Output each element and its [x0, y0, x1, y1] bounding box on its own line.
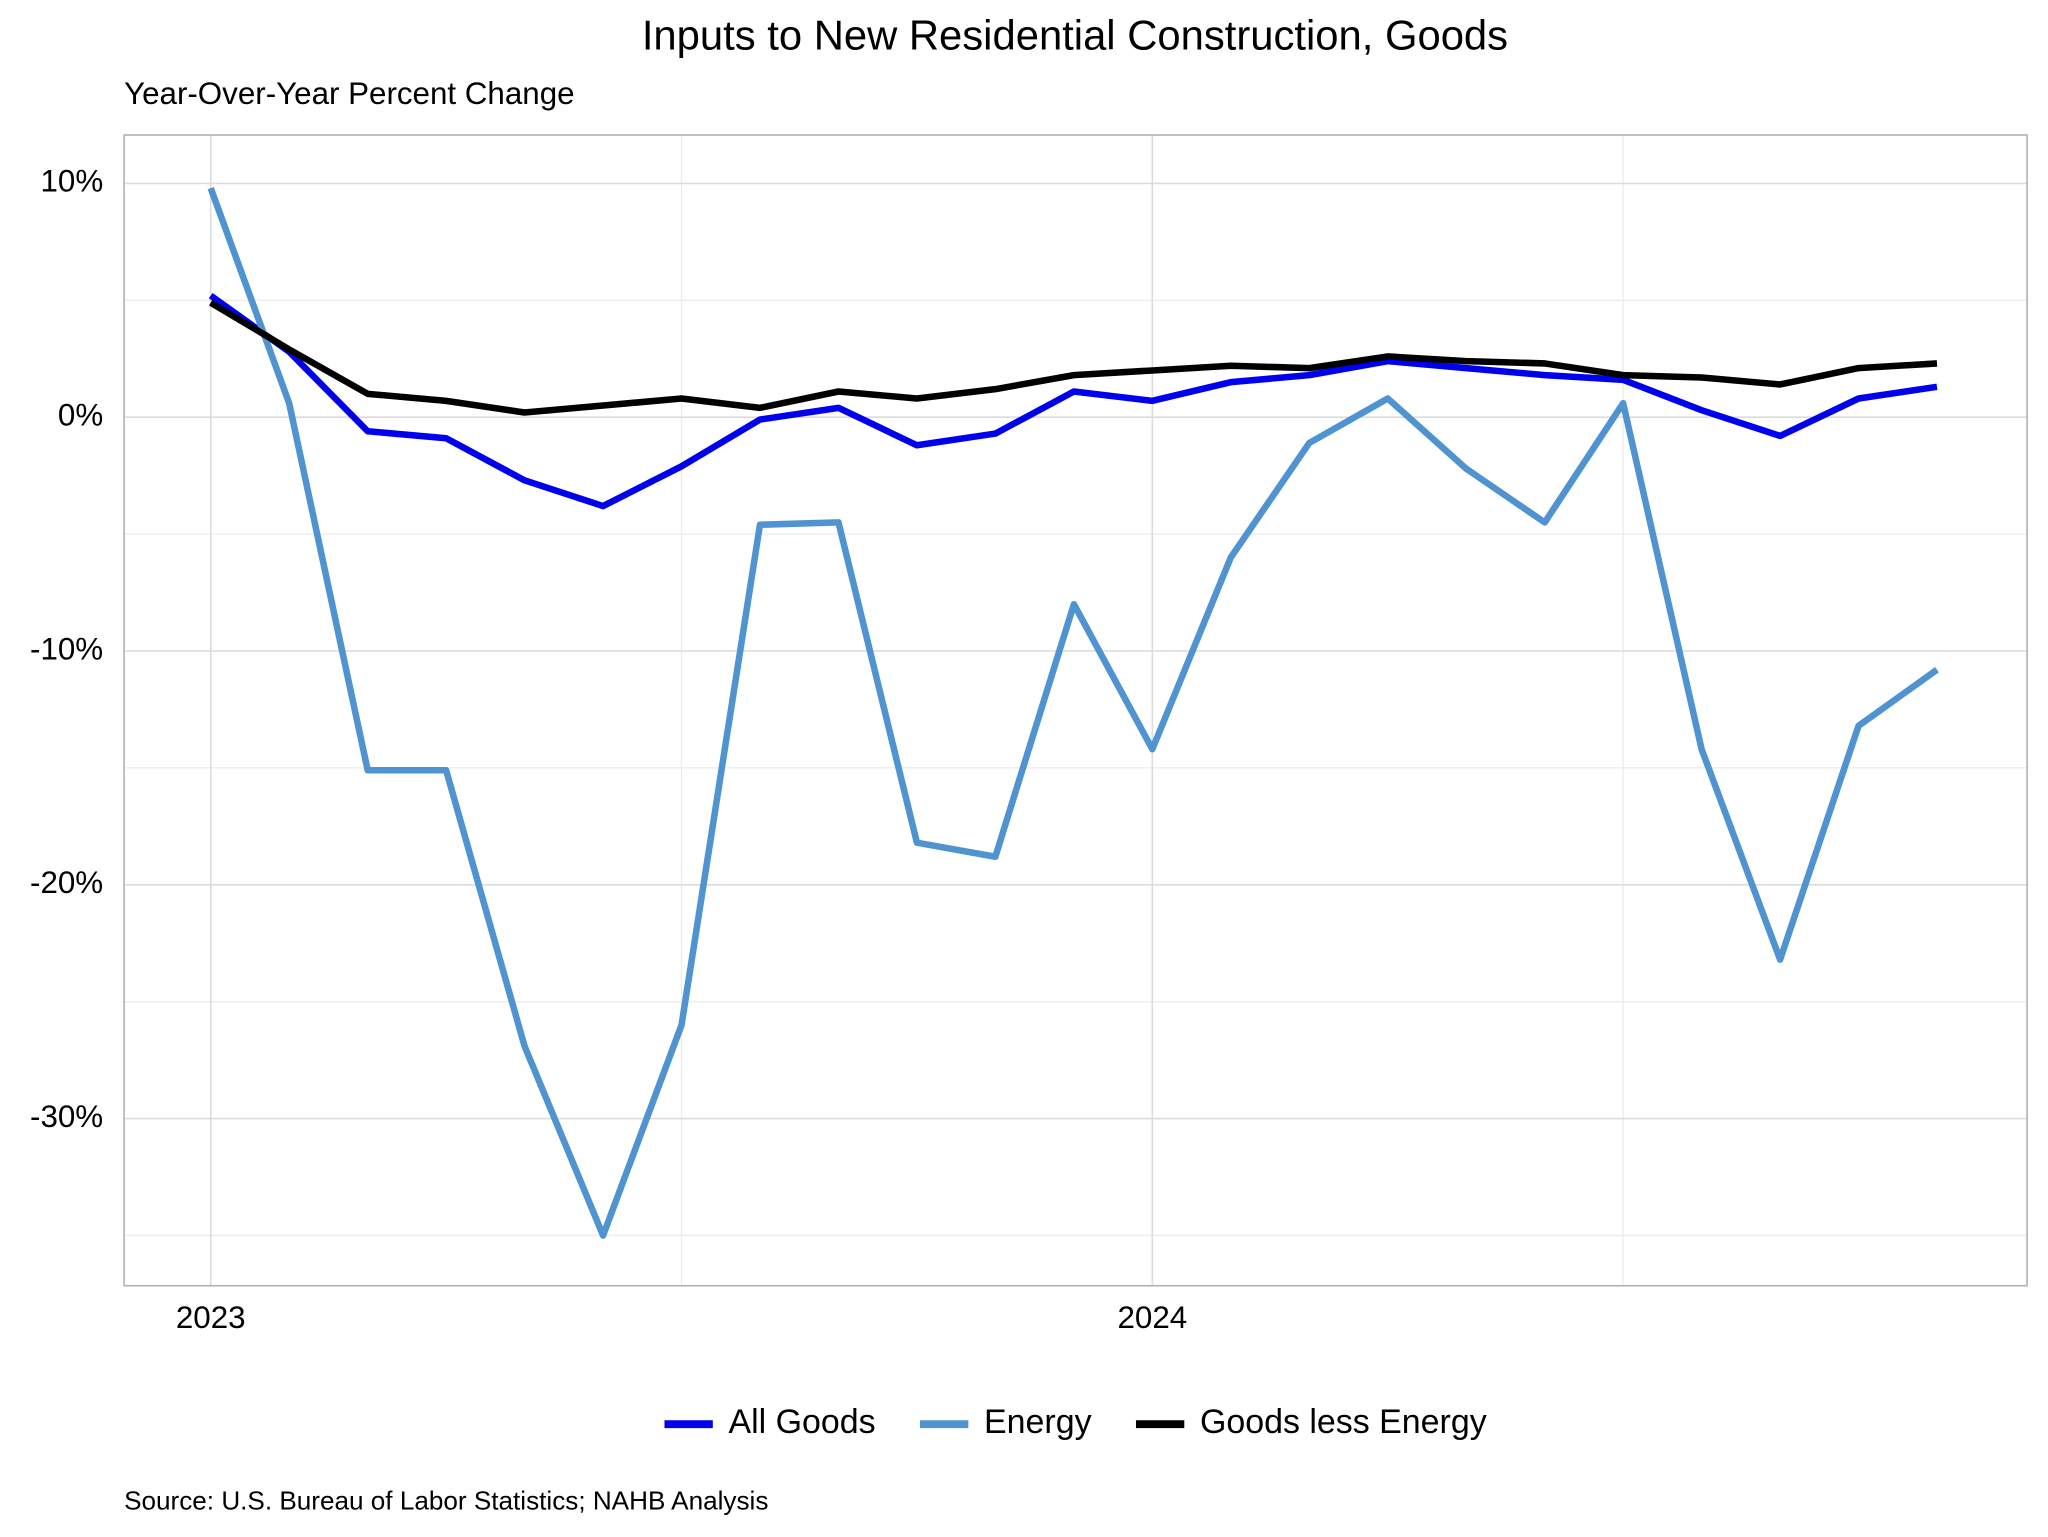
legend-label: Energy — [984, 1403, 1092, 1441]
y-tick-label: -10% — [30, 631, 103, 666]
y-tick-label: 10% — [40, 164, 103, 199]
series-line — [209, 299, 1938, 416]
x-tick-label: 2023 — [176, 1300, 246, 1335]
legend-label: All Goods — [728, 1403, 875, 1441]
y-tick-label: -30% — [30, 1099, 103, 1134]
grid: 10% 0% -10% -20% -30% 2023 2024 — [30, 134, 2028, 1335]
x-tick-label: 2024 — [1117, 1300, 1187, 1335]
chart-title: Inputs to New Residential Construction, … — [642, 11, 1508, 58]
chart-subtitle: Year-Over-Year Percent Change — [124, 76, 574, 111]
legend-label: Goods less Energy — [1200, 1403, 1487, 1441]
y-tick-label: 0% — [58, 397, 103, 432]
series-line — [207, 186, 1939, 1239]
y-tick-label: -20% — [30, 865, 103, 900]
series-line — [208, 292, 1938, 510]
source-note: Source: U.S. Bureau of Labor Statistics;… — [124, 1485, 768, 1515]
legend: All Goods Energy Goods less Energy — [664, 1403, 1487, 1441]
plot-lines — [207, 186, 1939, 1239]
plot-frame — [123, 134, 2028, 1287]
